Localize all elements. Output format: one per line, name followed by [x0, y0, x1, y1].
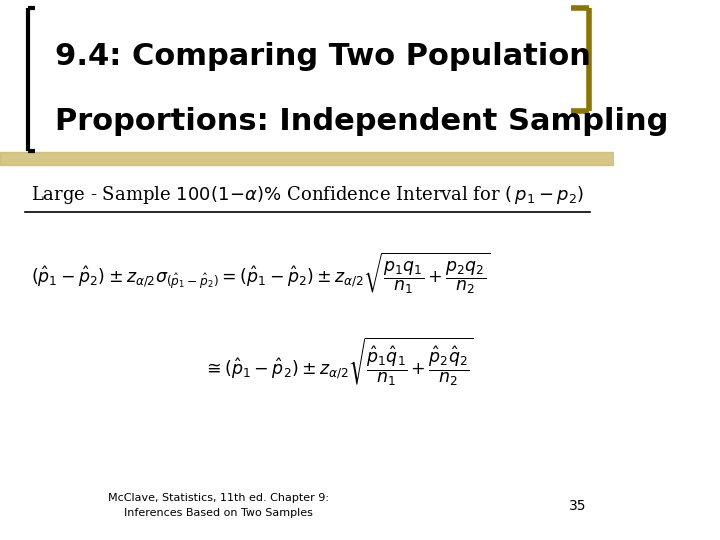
Text: McClave, Statistics, 11th ed. Chapter 9:: McClave, Statistics, 11th ed. Chapter 9:	[107, 493, 328, 503]
Text: 9.4: Comparing Two Population: 9.4: Comparing Two Population	[55, 42, 591, 71]
Text: Inferences Based on Two Samples: Inferences Based on Two Samples	[124, 508, 312, 518]
Bar	[0, 152, 614, 165]
Text: Large - Sample $100(1\!-\!\alpha)\%$ Confidence Interval for $(\,p_1 - p_2)$: Large - Sample $100(1\!-\!\alpha)\%$ Con…	[31, 185, 584, 206]
Text: 35: 35	[570, 499, 587, 513]
Text: $(\hat{p}_1 - \hat{p}_2) \pm z_{\alpha/2}\sigma_{(\hat{p}_1-\hat{p}_2)} = (\hat{: $(\hat{p}_1 - \hat{p}_2) \pm z_{\alpha/2…	[31, 249, 490, 296]
Text: Proportions: Independent Sampling: Proportions: Independent Sampling	[55, 107, 669, 136]
Text: $\cong (\hat{p}_1 - \hat{p}_2) \pm z_{\alpha/2}\sqrt{\dfrac{\hat{p}_1\hat{q}_1}{: $\cong (\hat{p}_1 - \hat{p}_2) \pm z_{\a…	[203, 336, 474, 388]
